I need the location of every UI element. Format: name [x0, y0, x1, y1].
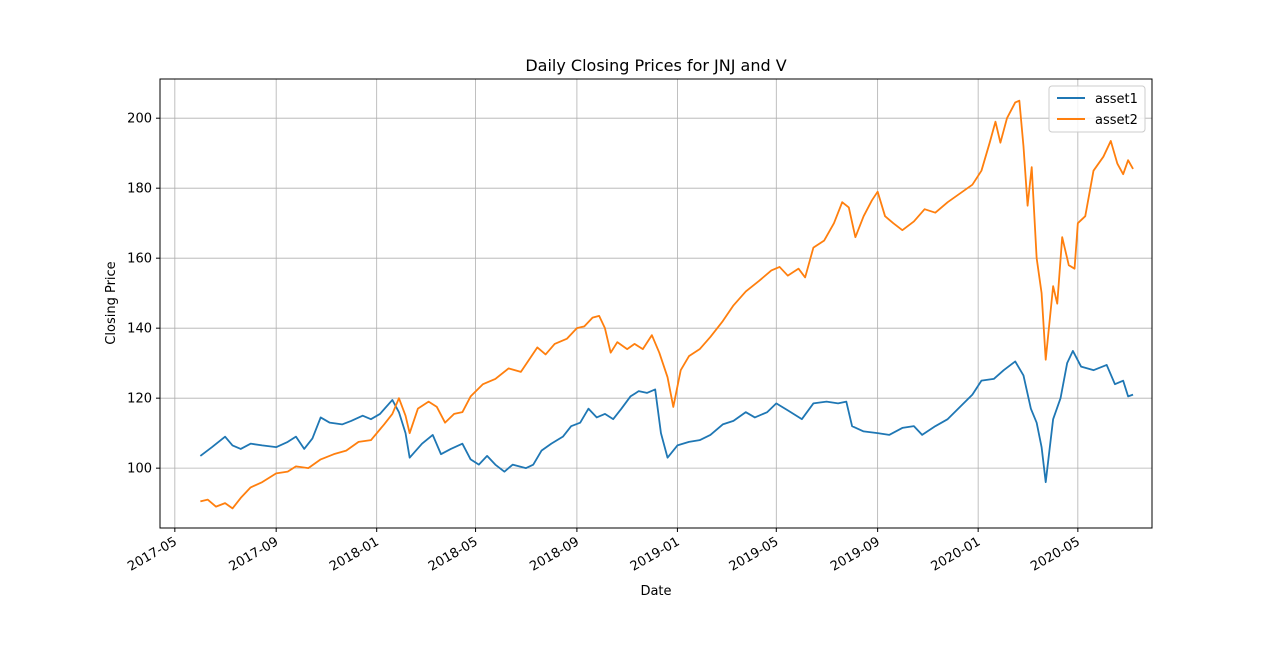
- x-tick-label: 2018-01: [327, 534, 382, 574]
- y-tick-label: 100: [127, 462, 152, 477]
- plot-area-frame: [159, 78, 1153, 529]
- legend-label-asset2: asset2: [1095, 113, 1138, 128]
- x-tick-label: 2018-05: [426, 534, 481, 574]
- legend-label-asset1: asset1: [1095, 92, 1138, 107]
- x-axis-ticks: 2017-05 2017-09 2018-01 2018-05 2018-09 2019-…: [125, 528, 1083, 575]
- x-tick-label: 2017-09: [227, 534, 282, 574]
- x-tick-label: 2020-05: [1028, 534, 1083, 574]
- y-axis-ticks: 100 120 140 160 180 200: [127, 112, 160, 477]
- x-tick-label: 2017-05: [125, 534, 180, 574]
- y-tick-label: 180: [127, 182, 152, 197]
- series-layer: [199, 99, 1134, 510]
- y-tick-label: 120: [127, 392, 152, 407]
- y-tick-label: 140: [127, 322, 152, 337]
- x-tick-label: 2019-09: [828, 534, 883, 574]
- y-tick-label: 200: [127, 112, 152, 127]
- series-line-asset2: [200, 99, 1134, 510]
- x-tick-label: 2018-09: [527, 534, 582, 574]
- x-axis-label: Date: [640, 584, 671, 599]
- y-tick-label: 160: [127, 252, 152, 267]
- x-tick-label: 2019-01: [628, 534, 683, 574]
- y-axis-label: Closing Price: [104, 261, 119, 344]
- grid-lines: [160, 79, 1152, 528]
- chart-title: Daily Closing Prices for JNJ and V: [525, 56, 786, 75]
- legend: asset1 asset2: [1048, 85, 1146, 133]
- series-line-asset1: [199, 350, 1134, 484]
- x-tick-label: 2019-05: [727, 534, 782, 574]
- x-tick-label: 2020-01: [929, 534, 984, 574]
